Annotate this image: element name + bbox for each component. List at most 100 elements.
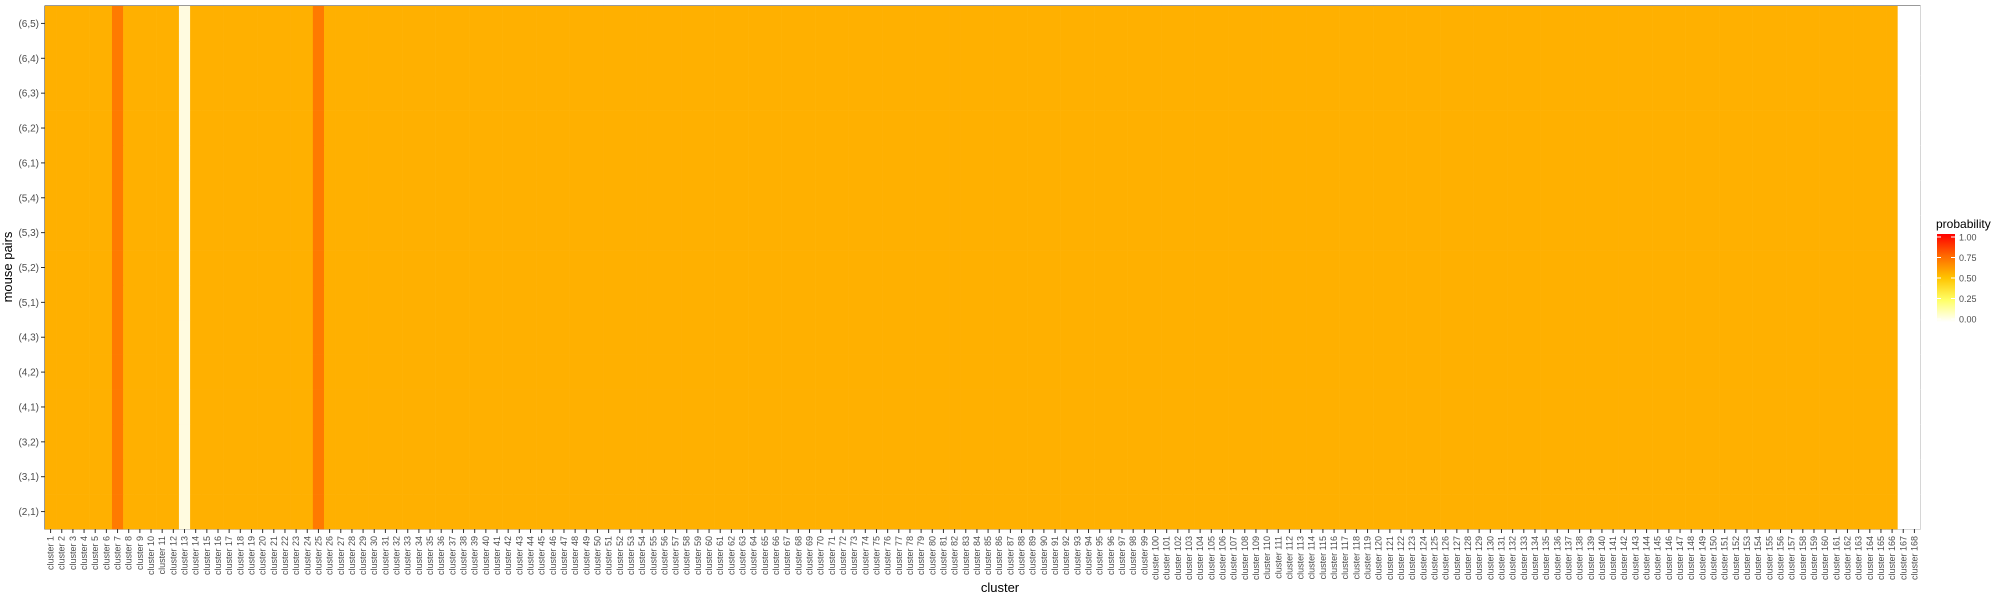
heatmap-cell	[234, 180, 247, 216]
heatmap-cell	[1127, 250, 1140, 286]
heatmap-cell	[268, 215, 280, 251]
heatmap-cell	[625, 250, 637, 286]
heatmap-cell	[993, 424, 1006, 460]
heatmap-cell	[67, 110, 79, 146]
heatmap-cell	[1440, 459, 1452, 495]
heatmap-cell	[1094, 250, 1106, 286]
heatmap-cell	[1719, 75, 1731, 111]
heatmap-cell	[1663, 40, 1675, 77]
heatmap-cell	[759, 424, 771, 460]
heatmap-cell	[457, 110, 470, 146]
heatmap-cell	[703, 319, 715, 355]
heatmap-cell	[167, 145, 180, 181]
heatmap-cell	[748, 145, 760, 181]
heatmap-cell	[1495, 250, 1508, 286]
heatmap-cell	[603, 40, 615, 77]
heatmap-cell	[56, 75, 68, 111]
heatmap-cell	[1183, 215, 1195, 251]
heatmap-cell	[1507, 40, 1519, 77]
heatmap-cell	[960, 75, 972, 111]
heatmap-cell	[1629, 354, 1642, 390]
heatmap-cell	[536, 424, 548, 460]
x-tick-label: cluster 69	[805, 536, 815, 575]
heatmap-cell	[1082, 215, 1095, 251]
heatmap-cell	[569, 215, 582, 251]
heatmap-cell	[446, 6, 459, 42]
heatmap-cell	[1663, 459, 1675, 495]
heatmap-cell	[893, 215, 905, 251]
heatmap-cell	[1183, 494, 1195, 530]
heatmap-cell	[904, 354, 916, 390]
heatmap-cell	[1830, 180, 1843, 216]
heatmap-cell	[223, 459, 236, 495]
heatmap-cell	[1250, 250, 1262, 286]
heatmap-cell	[312, 75, 325, 111]
x-tick-label: cluster 70	[816, 536, 826, 575]
heatmap-cell	[759, 145, 771, 181]
heatmap-cell	[524, 459, 537, 495]
heatmap-cell	[413, 110, 425, 146]
heatmap-cell	[1060, 40, 1073, 77]
heatmap-cell	[301, 354, 314, 390]
heatmap-cell	[591, 180, 604, 216]
heatmap-cell	[1585, 40, 1597, 77]
heatmap-cell	[670, 145, 682, 181]
heatmap-cell	[1875, 110, 1887, 146]
heatmap-cell	[870, 6, 883, 42]
heatmap-cell	[402, 459, 414, 495]
x-tick-label: cluster 153	[1742, 536, 1752, 580]
heatmap-cell	[357, 459, 369, 495]
heatmap-cell	[56, 145, 68, 181]
heatmap-cell	[89, 6, 102, 42]
heatmap-cell	[268, 180, 280, 216]
heatmap-cell	[167, 40, 180, 77]
heatmap-cell	[78, 459, 90, 495]
heatmap-cell	[1830, 145, 1843, 181]
heatmap-cell	[402, 250, 414, 286]
heatmap-cell	[279, 459, 291, 495]
heatmap-cell	[446, 110, 459, 146]
heatmap-cell	[446, 40, 459, 77]
heatmap-cell	[1239, 459, 1251, 495]
heatmap-cell	[547, 110, 559, 146]
heatmap-cell	[480, 354, 492, 390]
heatmap-cell	[502, 284, 515, 321]
heatmap-cell	[1462, 459, 1474, 495]
heatmap-cell	[368, 354, 381, 390]
heatmap-cell	[1406, 389, 1419, 425]
heatmap-cell	[1060, 180, 1073, 216]
heatmap-cell	[1529, 110, 1541, 146]
heatmap-cell	[424, 389, 436, 425]
heatmap-cell	[1082, 110, 1095, 146]
heatmap-cell	[1328, 215, 1340, 251]
heatmap-cell	[1373, 494, 1385, 530]
heatmap-cell	[245, 284, 258, 321]
heatmap-cell	[156, 389, 169, 425]
heatmap-cell	[324, 319, 336, 355]
heatmap-cell	[435, 215, 448, 251]
heatmap-cell	[491, 110, 503, 146]
heatmap-cell	[89, 110, 102, 146]
heatmap-cell	[1339, 459, 1352, 495]
heatmap-cell	[212, 284, 224, 321]
heatmap-cell	[558, 6, 570, 42]
heatmap-cell	[145, 494, 157, 530]
heatmap-cell	[1495, 145, 1508, 181]
heatmap-cell	[703, 424, 715, 460]
heatmap-cell	[190, 424, 202, 460]
heatmap-cell	[681, 354, 693, 390]
heatmap-cell	[870, 424, 883, 460]
heatmap-cell	[971, 250, 983, 286]
heatmap-cell	[926, 494, 939, 530]
heatmap-cell	[1261, 284, 1273, 321]
heatmap-cell	[178, 180, 191, 216]
heatmap-cell	[1741, 40, 1753, 77]
heatmap-cell	[1562, 110, 1575, 146]
heatmap-cell	[469, 354, 481, 390]
x-tick-label: cluster 21	[269, 536, 279, 575]
heatmap-cell	[1228, 319, 1240, 355]
heatmap-cell	[100, 319, 113, 355]
heatmap-cell	[1853, 215, 1865, 251]
heatmap-cell	[1049, 180, 1061, 216]
heatmap-cell	[1350, 6, 1363, 42]
